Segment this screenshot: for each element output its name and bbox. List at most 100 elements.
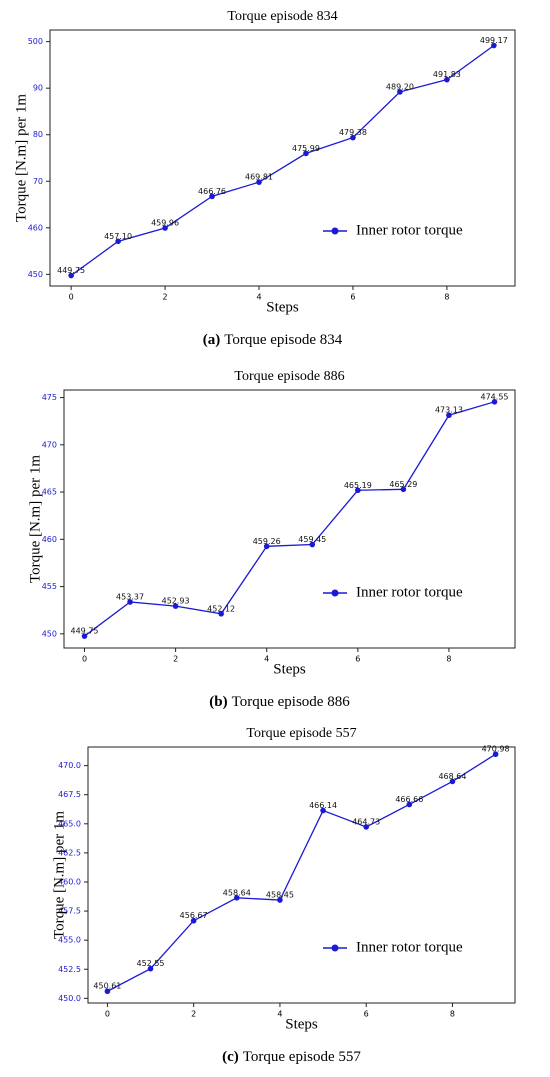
x-axis-label: Steps [285,1016,318,1032]
data-point [363,824,369,830]
data-point [115,238,121,245]
plot-frame [49,29,516,287]
y-axis-label: Torque [N.m] per 1m [13,94,29,222]
caption-label: (c) [222,1049,239,1065]
data-label: 479.38 [339,128,367,137]
y-tick-label: 452.5 [58,965,81,974]
data-point [492,751,499,758]
data-label: 466.14 [309,801,337,810]
data-label: 449.75 [57,266,85,275]
y-tick-label: 462.5 [58,848,81,857]
data-label: 499.17 [480,36,508,45]
y-tick-label: 455.0 [58,936,81,945]
legend-marker [331,589,339,597]
x-axis-label: Steps [273,661,306,677]
y-tick-label: 470 [42,440,57,449]
legend-label: Inner rotor torque [356,584,463,600]
data-label: 470.98 [482,745,510,754]
legend-label: Inner rotor torque [356,939,463,955]
data-point [446,412,452,419]
data-label: 452.55 [137,959,165,968]
x-tick-label: 2 [191,1010,196,1019]
data-label: 459.96 [151,219,179,228]
data-label: 453.37 [116,592,144,601]
x-tick-label: 4 [256,293,261,302]
data-point [350,134,356,141]
y-tick-label: 465.0 [58,819,81,828]
data-label: 473.13 [435,406,463,415]
data-point [218,610,224,617]
data-point [81,633,88,639]
y-tick-label: 460 [42,535,57,544]
x-tick-label: 6 [350,293,355,302]
data-point [172,603,179,609]
y-tick-label: 90 [33,84,43,93]
caption: (c) Torque episode 557 [222,1049,361,1065]
data-label: 475.99 [292,144,320,153]
data-label: 452.93 [162,597,190,606]
x-tick-label: 6 [364,1010,369,1019]
series-line [70,44,495,277]
data-point [162,225,168,231]
x-tick-label: 2 [163,293,168,302]
y-axis-label: Torque [N.m] per 1m [51,811,67,939]
data-point [309,541,316,548]
y-axis-label: Torque [N.m] per 1m [27,455,43,583]
data-label: 456.67 [180,911,208,920]
x-tick-label: 4 [277,1010,282,1019]
data-point [397,89,403,95]
y-tick-label: 80 [33,130,43,139]
x-tick-label: 0 [69,293,74,302]
x-axis-label: Steps [266,299,299,315]
y-tick-label: 460.0 [58,877,81,886]
data-point [491,42,497,49]
data-label: 457.10 [104,232,132,241]
caption-text: Torque episode 886 [232,694,351,710]
data-label: 466.76 [198,187,226,196]
y-tick-label: 460 [28,223,43,232]
data-label: 491.83 [433,70,461,79]
y-tick-label: 500 [28,37,43,46]
series-line [84,401,495,637]
x-tick-label: 8 [446,655,451,664]
caption-label: (b) [209,694,227,710]
y-tick-label: 450 [28,270,43,279]
series-line [107,753,496,992]
data-label: 464.73 [352,817,380,826]
data-label: 452.12 [207,604,235,613]
data-label: 469.81 [245,173,273,182]
data-point [320,807,326,814]
data-label: 458.64 [223,888,251,897]
data-point [400,486,407,493]
data-point [256,179,262,185]
data-point [449,778,456,785]
data-label: 474.55 [481,392,509,401]
data-point [68,272,74,279]
plot-frame [63,389,516,649]
data-point [277,897,283,903]
y-tick-label: 450 [42,629,57,638]
x-tick-label: 8 [444,293,449,302]
data-label: 450.61 [93,982,121,991]
x-tick-label: 6 [355,655,360,664]
caption: (a) Torque episode 834 [203,332,343,348]
data-point [491,399,498,405]
y-tick-label: 475 [42,393,57,402]
data-point [104,988,111,995]
data-label: 465.19 [344,481,372,490]
data-label: 468.64 [438,772,466,781]
chart-title: Torque episode 886 [234,369,344,384]
data-point [209,193,215,200]
y-tick-label: 470.0 [58,761,81,770]
x-tick-label: 8 [450,1010,455,1019]
data-point [263,543,270,550]
chart: Torque episode 557450.0452.5455.0457.546… [51,726,516,1065]
x-tick-label: 4 [264,655,269,664]
y-tick-label: 465 [42,488,57,497]
x-tick-label: 2 [173,655,178,664]
legend-label: Inner rotor torque [356,222,463,238]
plot-frame [87,746,516,1004]
x-tick-label: 0 [105,1010,110,1019]
